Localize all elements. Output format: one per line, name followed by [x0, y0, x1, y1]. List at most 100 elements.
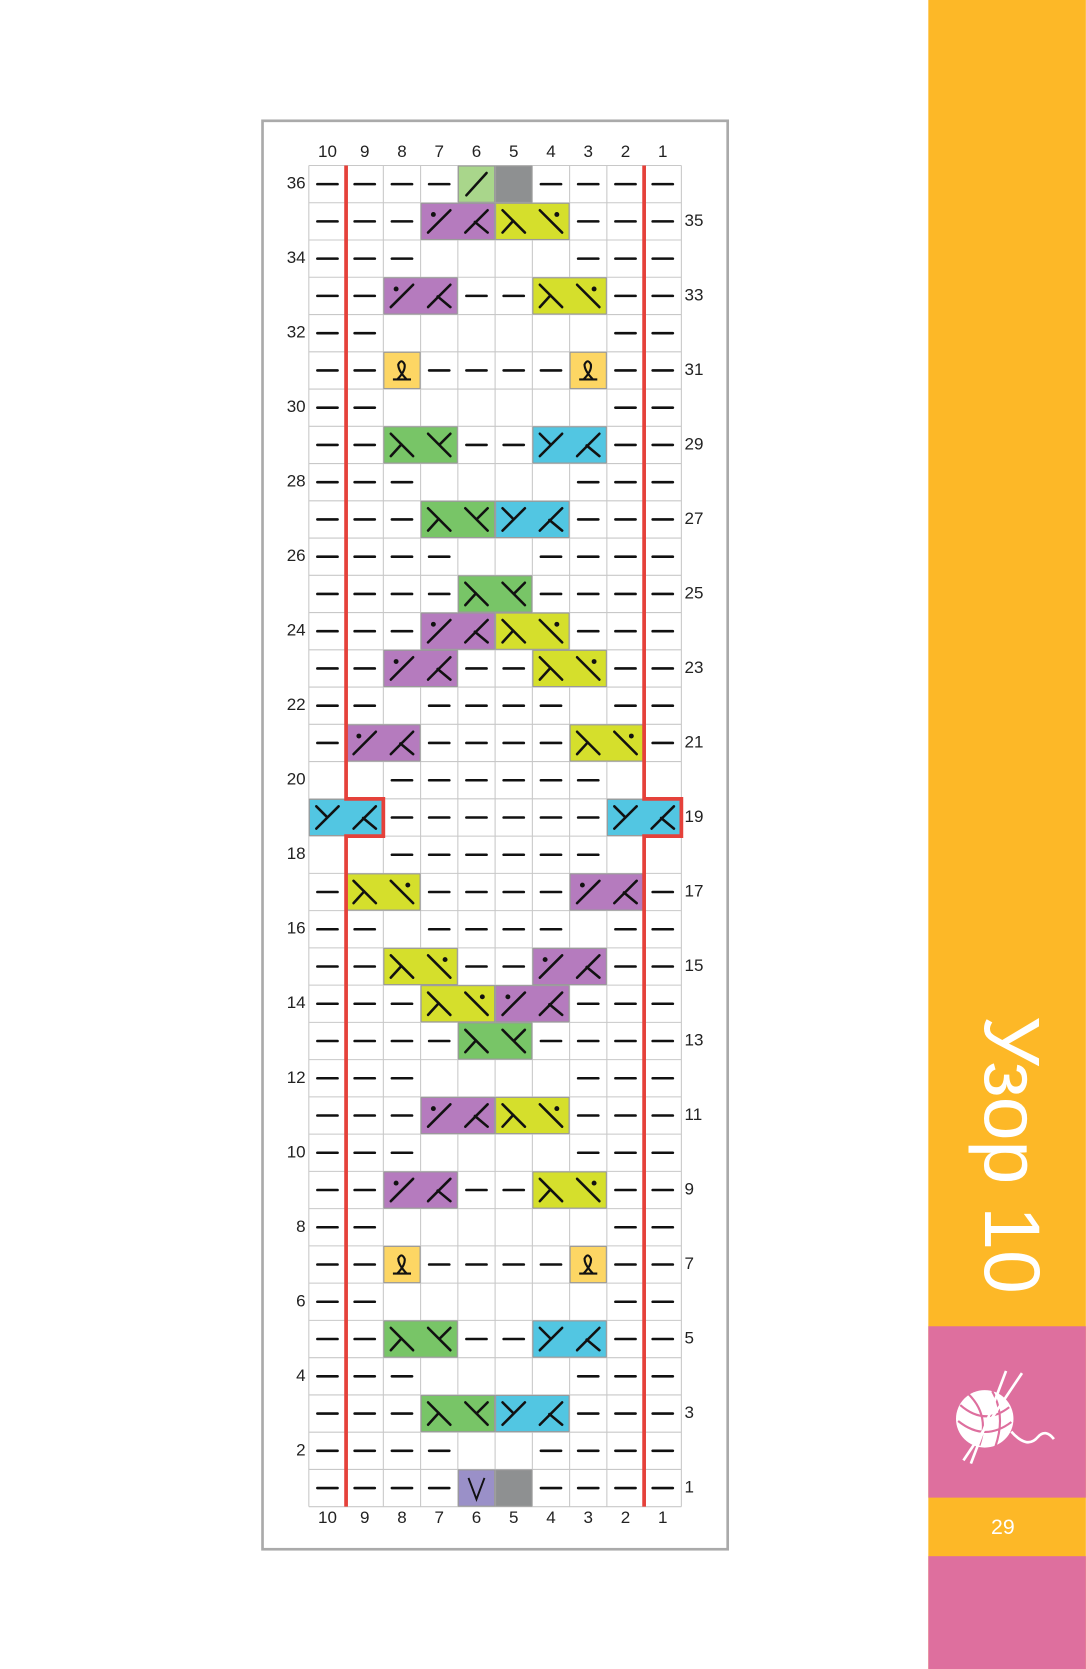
- stitch-stroke: [548, 518, 564, 532]
- stitch-stroke: [426, 618, 452, 644]
- loop-stitch: [579, 1254, 598, 1275]
- row-number: 7: [685, 1254, 694, 1273]
- loop-stitch: [392, 360, 412, 381]
- cable-Y: [383, 947, 458, 986]
- row-number: 3: [685, 1403, 694, 1422]
- stitch-stroke: [575, 283, 601, 309]
- cable-P: [383, 649, 458, 688]
- cable-G: [383, 1320, 458, 1358]
- column-number: 6: [472, 1508, 481, 1527]
- cable-P: [532, 947, 607, 986]
- row-number: 5: [685, 1329, 694, 1348]
- row-number: 27: [685, 509, 704, 528]
- stitch-stroke: [475, 1401, 489, 1415]
- stitch-stroke: [438, 1326, 452, 1340]
- cable-Y: [495, 202, 570, 241]
- stitch-stroke: [389, 655, 415, 681]
- row-number: 1: [685, 1478, 694, 1497]
- row-number: 12: [287, 1068, 306, 1087]
- stitch-stroke: [585, 1338, 601, 1352]
- row-number: 34: [287, 248, 306, 267]
- cable-B: [495, 500, 570, 539]
- stitch-K: [495, 1469, 533, 1507]
- stitch-stroke: [538, 991, 564, 1017]
- cable-Y: [495, 612, 570, 650]
- stitch-stroke: [389, 964, 403, 979]
- stitch-stroke: [538, 432, 552, 446]
- stitch-dot: [479, 994, 485, 1000]
- column-number: 5: [509, 142, 518, 161]
- row-number: 17: [685, 881, 704, 900]
- repeat-border: [344, 165, 386, 1507]
- stitch-stroke: [538, 1326, 564, 1352]
- cable-Y: [532, 649, 607, 688]
- stitch-stroke: [585, 965, 601, 979]
- stitch-stroke: [613, 730, 638, 756]
- row-number: 14: [287, 993, 306, 1012]
- cable-P: [569, 873, 645, 911]
- cable-G: [420, 1394, 496, 1433]
- stitch-stroke: [575, 879, 601, 905]
- column-number: 3: [584, 142, 593, 161]
- cable-B: [495, 1394, 570, 1433]
- stitch-dot: [356, 733, 362, 739]
- cable-G: [457, 1022, 533, 1060]
- stitch-stroke: [426, 1411, 440, 1426]
- stitch-stroke: [650, 805, 676, 830]
- cable-G: [457, 575, 533, 613]
- row-number: 32: [287, 323, 306, 342]
- stitch-L: [383, 1245, 421, 1284]
- stitch-stroke: [501, 219, 515, 234]
- column-number: 10: [318, 1508, 337, 1527]
- stitch-stroke: [426, 1001, 440, 1017]
- column-number: 2: [621, 142, 630, 161]
- stitch-stroke: [389, 283, 415, 309]
- row-number: 11: [685, 1105, 703, 1124]
- row-number: 10: [287, 1142, 306, 1161]
- row-number: 21: [685, 732, 704, 751]
- stitch-stroke: [613, 879, 638, 905]
- stitch-stroke: [538, 432, 564, 458]
- cable-Y: [569, 724, 645, 762]
- stitch-stroke: [473, 1114, 489, 1128]
- stitch-dot: [430, 212, 436, 217]
- stitch-dot: [430, 1106, 436, 1112]
- cable-P: [383, 277, 458, 315]
- stitch-stroke: [538, 1326, 552, 1340]
- stitch-stroke: [475, 506, 489, 521]
- stitch-dot: [542, 957, 548, 963]
- stitch-dot: [393, 286, 399, 292]
- cable-G: [420, 500, 496, 539]
- stitch-stroke: [501, 1401, 515, 1415]
- column-number: 9: [360, 1508, 369, 1527]
- row-number: 36: [287, 174, 306, 193]
- cable-B: [308, 798, 384, 837]
- stitch-stroke: [501, 506, 527, 532]
- row-number: 33: [685, 285, 704, 304]
- cable-B: [606, 798, 682, 837]
- stitch-dot: [505, 994, 511, 1000]
- row-number: 35: [685, 211, 704, 230]
- stitch-stroke: [622, 891, 638, 905]
- knitting-chart: 1010998877665544332211363534333231302928…: [287, 142, 704, 1527]
- row-number: 31: [685, 360, 704, 379]
- column-number: 8: [397, 1508, 406, 1527]
- column-number: 1: [658, 142, 667, 161]
- stitch-stroke: [389, 1177, 415, 1203]
- stitch-dot: [628, 733, 634, 739]
- stitch-stroke: [512, 581, 527, 595]
- stitch-stroke: [389, 879, 415, 905]
- stitch-stroke: [538, 506, 564, 532]
- column-number: 4: [546, 142, 555, 161]
- row-number: 28: [287, 472, 306, 491]
- stitch-stroke: [538, 208, 564, 234]
- stitch-dot: [554, 621, 560, 627]
- column-number: 8: [397, 142, 406, 161]
- stitch-stroke: [473, 220, 489, 234]
- stitch-stroke: [548, 1412, 564, 1426]
- cable-Y: [346, 873, 421, 911]
- stitch-stroke: [436, 295, 452, 309]
- stitch-stroke: [575, 741, 589, 756]
- stitch-stroke: [426, 1103, 452, 1128]
